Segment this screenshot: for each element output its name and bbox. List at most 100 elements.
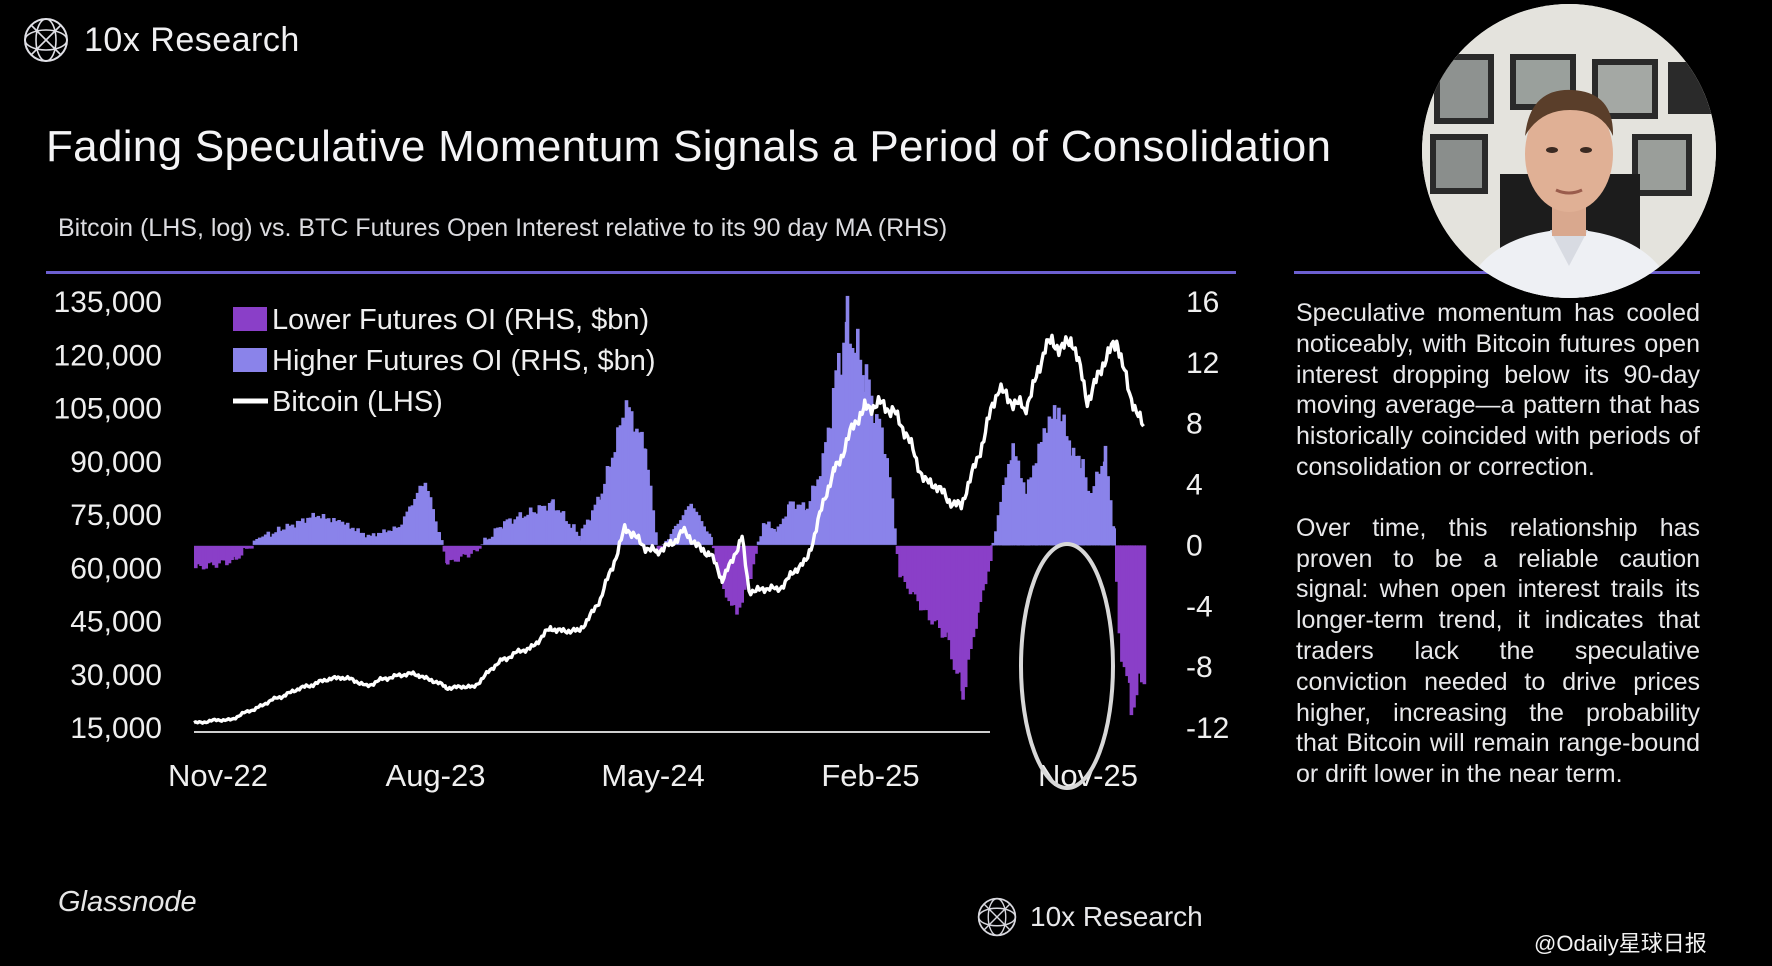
oi-bar xyxy=(898,545,902,578)
oi-bar xyxy=(561,511,566,546)
x-tick-label: Feb-25 xyxy=(821,758,919,793)
oi-bar xyxy=(199,545,203,566)
presenter-portrait-icon xyxy=(1422,4,1716,298)
oi-bar xyxy=(348,528,353,546)
oi-bar xyxy=(689,503,693,546)
oi-bar xyxy=(971,545,976,638)
oi-bar xyxy=(498,527,503,546)
oi-bar xyxy=(1077,455,1081,546)
oi-bar xyxy=(989,545,993,561)
oi-bar xyxy=(603,483,607,546)
oi-bar xyxy=(358,532,363,546)
oi-bar xyxy=(559,512,563,546)
btc-oi-chart: 135,000 120,000 105,000 90,000 75,000 60,000 4… xyxy=(54,286,1230,793)
oi-bar xyxy=(799,504,803,546)
oi-bar xyxy=(880,427,884,546)
oi-bar xyxy=(1125,545,1129,677)
oi-bar xyxy=(740,545,744,603)
oi-bar xyxy=(999,501,1003,546)
bitcoin-line xyxy=(193,333,1145,725)
oi-bar xyxy=(919,545,923,611)
oi-bar xyxy=(861,375,865,546)
oi-bar xyxy=(379,533,384,546)
legend-swatch xyxy=(233,348,267,372)
oi-bar xyxy=(613,452,618,546)
oi-bar xyxy=(239,545,244,556)
oi-bar xyxy=(754,545,758,554)
oi-bar xyxy=(423,482,428,546)
oi-bar xyxy=(371,533,376,546)
oi-bar xyxy=(1132,545,1136,708)
bitcoin-line-path xyxy=(193,333,1145,725)
oi-bar xyxy=(290,524,295,546)
oi-bar xyxy=(247,545,252,549)
oi-bar xyxy=(351,527,355,546)
oi-bar xyxy=(298,521,302,546)
oi-bar xyxy=(405,511,410,546)
oi-bar xyxy=(194,545,198,569)
oi-bar xyxy=(583,524,587,546)
oi-bar xyxy=(1142,545,1147,685)
oi-bar xyxy=(654,532,658,546)
commentary-paragraph-2: Over time, this relationship has proven … xyxy=(1296,513,1700,789)
oi-bar xyxy=(257,537,262,546)
oi-bar xyxy=(276,526,281,546)
right-tick-label: -12 xyxy=(1186,712,1229,745)
oi-bar xyxy=(285,523,290,546)
oi-bar xyxy=(837,353,841,546)
oi-bar xyxy=(255,539,259,546)
x-tick-label: May-24 xyxy=(601,758,704,793)
oi-bar xyxy=(478,545,482,549)
oi-bar xyxy=(714,545,719,561)
oi-bar xyxy=(629,411,634,546)
oi-bar xyxy=(516,516,520,546)
oi-bar xyxy=(961,545,965,700)
right-tick-label: -4 xyxy=(1186,590,1213,623)
oi-bar xyxy=(1059,421,1064,546)
oi-bar xyxy=(377,532,381,546)
oi-bar xyxy=(806,508,810,546)
oi-bar xyxy=(569,527,574,546)
oi-bar xyxy=(735,545,739,615)
oi-bar xyxy=(938,545,942,628)
oi-bar xyxy=(635,428,639,546)
oi-bar xyxy=(196,545,201,565)
oi-bar xyxy=(505,519,510,546)
oi-bar xyxy=(227,545,232,564)
oi-bar xyxy=(911,545,915,593)
left-tick-label: 90,000 xyxy=(70,446,162,479)
oi-bar xyxy=(508,518,512,546)
chart-subtitle: Bitcoin (LHS, log) vs. BTC Futures Open … xyxy=(58,214,948,242)
oi-bar xyxy=(244,545,249,549)
left-tick-label: 135,000 xyxy=(54,286,162,319)
oi-bar xyxy=(618,425,623,546)
oi-bar xyxy=(808,501,813,546)
oi-bar xyxy=(1047,416,1052,546)
oi-bar xyxy=(1052,405,1057,546)
globe-logo-icon xyxy=(24,18,68,62)
oi-bar xyxy=(464,545,468,555)
oi-bar xyxy=(1034,463,1039,546)
oi-bar xyxy=(759,536,763,546)
oi-bar xyxy=(415,492,420,546)
oi-bar xyxy=(564,521,568,546)
oi-bar xyxy=(796,504,801,546)
oi-bar xyxy=(334,521,339,546)
oi-bar xyxy=(242,545,246,548)
oi-bar xyxy=(711,545,716,549)
oi-bar xyxy=(791,501,795,546)
oi-bar xyxy=(637,432,642,546)
oi-bar xyxy=(793,508,798,546)
oi-bar xyxy=(749,545,753,579)
oi-bar xyxy=(389,531,394,546)
oi-bar xyxy=(969,545,973,649)
oi-bar xyxy=(217,545,221,564)
oi-bar xyxy=(627,407,631,546)
oi-bar xyxy=(1100,466,1104,546)
oi-bar xyxy=(263,534,268,546)
oi-bar xyxy=(1087,503,1091,546)
oi-bar xyxy=(1103,445,1108,546)
oi-bar xyxy=(686,506,691,546)
oi-bar xyxy=(769,528,774,546)
oi-bar xyxy=(269,536,273,546)
